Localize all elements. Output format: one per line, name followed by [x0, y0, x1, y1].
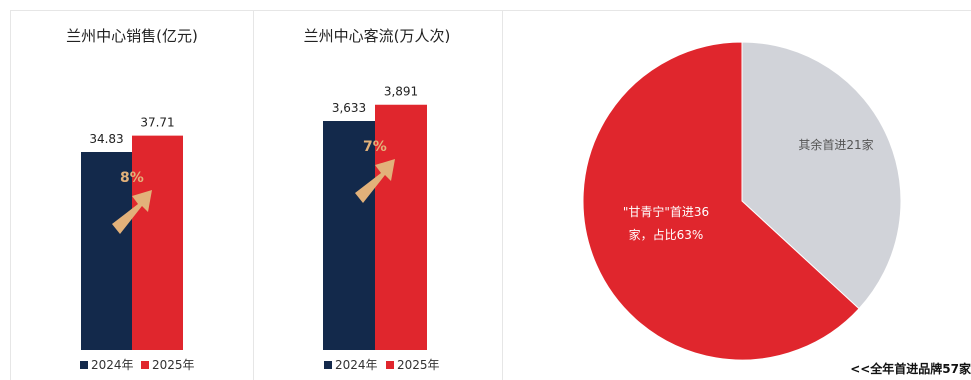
pie-label-gqn-line2: 家，占比63%	[629, 227, 704, 242]
traffic-chart-panel: 兰州中心客流(万人次) 3,633 3,891 7% 2024年 2025年	[253, 10, 503, 380]
growth-label: 8%	[120, 170, 144, 186]
pie-slice-others	[741, 41, 902, 310]
value-label-2024年: 34.83	[89, 132, 123, 146]
legend-swatch-2024	[324, 361, 332, 369]
bar-2024年	[81, 152, 132, 350]
legend-swatch-2025	[141, 361, 149, 369]
bar-2025年	[375, 104, 427, 351]
legend-label-2025: 2025年	[397, 358, 440, 372]
brand-pie-panel: 其余首进21家 "甘青宁"首进36 家，占比63% <<全年首进品牌57家	[503, 10, 971, 380]
growth-label: 7%	[363, 139, 387, 155]
pie-slice-gqn	[582, 41, 860, 361]
bar-2024年	[323, 121, 375, 350]
growth-arrow-icon	[355, 159, 395, 203]
footer-note: <<全年首进品牌57家	[850, 361, 971, 376]
legend-label-2024: 2024年	[91, 358, 134, 372]
chart-title: 兰州中心客流(万人次)	[304, 27, 451, 45]
sales-chart-panel: 兰州中心销售(亿元) 34.83 37.71 8% 2024年 2025年	[10, 10, 254, 380]
value-label-2024年: 3,633	[332, 101, 366, 115]
legend-swatch-2025	[386, 361, 394, 369]
pie-label-gqn-line1: "甘青宁"首进36	[623, 204, 709, 219]
legend: 2024年 2025年	[324, 358, 440, 372]
chart-title: 兰州中心销售(亿元)	[66, 27, 198, 45]
value-label-2025年: 37.71	[140, 116, 174, 130]
legend-label-2025: 2025年	[152, 358, 195, 372]
legend: 2024年 2025年	[80, 358, 195, 372]
sales-chart: 兰州中心销售(亿元) 34.83 37.71 8% 2024年 2025年	[66, 27, 198, 372]
value-label-2025年: 3,891	[384, 85, 418, 99]
legend-label-2024: 2024年	[335, 358, 378, 372]
brand-pie-chart: 其余首进21家 "甘青宁"首进36 家，占比63% <<全年首进品牌57家	[582, 41, 971, 376]
traffic-chart: 兰州中心客流(万人次) 3,633 3,891 7% 2024年 2025年	[304, 27, 451, 372]
legend-swatch-2024	[80, 361, 88, 369]
pie-label-others: 其余首进21家	[798, 137, 873, 152]
bar-2025年	[132, 135, 183, 350]
growth-arrow-icon	[112, 190, 152, 234]
